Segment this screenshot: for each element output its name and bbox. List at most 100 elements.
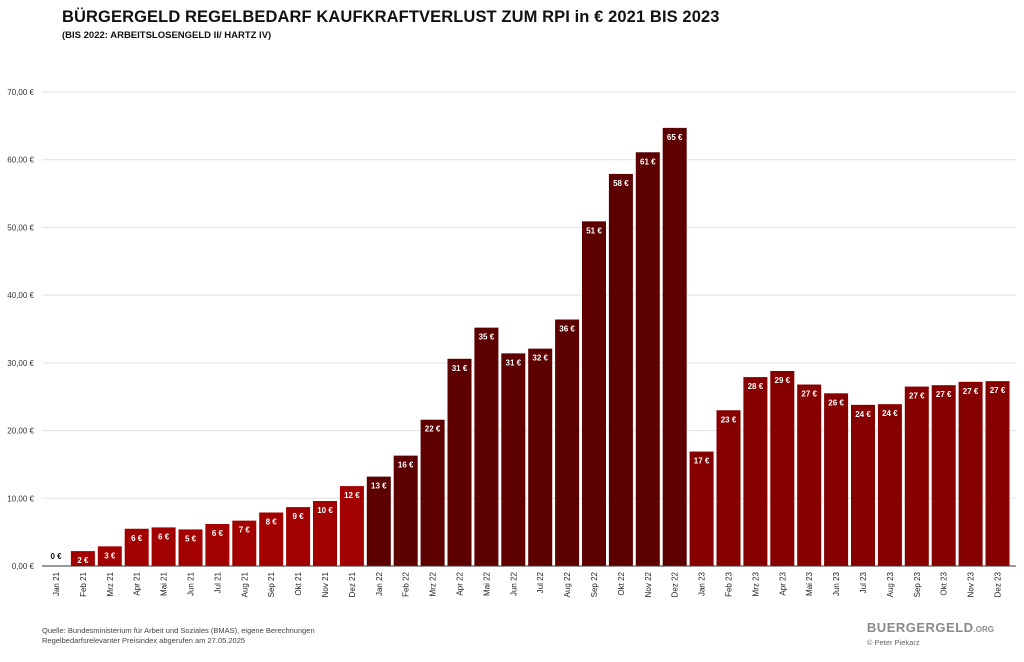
data-label: 28 €	[748, 382, 764, 391]
bar	[824, 393, 849, 566]
x-tick-label: Jul 23	[859, 571, 868, 593]
x-tick-label: Dez 21	[348, 571, 357, 597]
bar	[985, 381, 1010, 566]
bar	[608, 173, 633, 567]
x-tick-label: Nov 21	[321, 571, 330, 597]
bar	[904, 386, 929, 566]
bar	[205, 524, 230, 566]
x-tick-label: Mrz 23	[751, 571, 760, 596]
bar	[420, 419, 445, 566]
x-tick-label: Jun 21	[187, 571, 196, 596]
x-tick-label: Sep 22	[590, 571, 599, 597]
data-label: 17 €	[694, 457, 710, 466]
brand-logo: BUERGERGELD.ORG © Peter Piekarz	[867, 619, 994, 647]
bar	[689, 451, 714, 566]
x-tick-label: Jun 22	[509, 571, 518, 596]
bar	[339, 486, 364, 566]
brand-name: BUERGERGELD	[866, 620, 974, 635]
data-label: 2 €	[77, 556, 89, 565]
x-tick-label: Mai 21	[160, 571, 169, 596]
data-label: 26 €	[828, 398, 844, 407]
bar	[393, 455, 418, 566]
data-label: 24 €	[882, 409, 898, 418]
data-label: 3 €	[104, 551, 116, 560]
data-labels: 0 € 2 € 3 € 6 € 6 € 5 € 6 € 7 € 8 € 9 € 10 € 12 € 13…	[50, 133, 1005, 565]
data-label: 16 €	[398, 461, 414, 470]
x-tick-label: Feb 22	[402, 571, 411, 596]
y-tick-label: 0,00 €	[12, 562, 35, 571]
x-tick-label: Mrz 21	[106, 571, 115, 596]
bar	[447, 358, 472, 566]
bar	[743, 377, 768, 566]
x-tick-label: Jul 22	[536, 571, 545, 593]
y-tick-label: 40,00 €	[7, 291, 34, 300]
x-tick-label: Jun 23	[832, 571, 841, 596]
bar	[851, 404, 875, 566]
y-tick-label: 70,00 €	[7, 88, 34, 97]
x-tick-label: Apr 23	[778, 571, 787, 595]
x-tick-label: Aug 22	[563, 571, 572, 597]
bar	[931, 385, 956, 566]
bar	[555, 319, 580, 566]
y-tick-label: 30,00 €	[7, 359, 34, 368]
bar	[286, 507, 311, 566]
bar	[366, 476, 391, 566]
bar	[958, 381, 983, 566]
data-label: 36 €	[559, 325, 575, 334]
data-label: 27 €	[909, 392, 925, 401]
bar	[797, 384, 822, 566]
x-tick-label: Nov 22	[644, 571, 653, 597]
y-axis-tick-labels: 0,00 € 10,00 € 20,00 € 30,00 € 40,00 € 50,00 …	[7, 88, 34, 571]
bar	[313, 500, 337, 566]
x-tick-label: Feb 21	[79, 571, 88, 596]
data-label: 51 €	[586, 226, 602, 235]
brand-tld: .ORG	[973, 625, 994, 634]
bar	[232, 520, 257, 566]
x-tick-label: Nov 23	[967, 571, 976, 597]
x-tick-label: Aug 21	[240, 571, 249, 597]
x-tick-label: Okt 22	[617, 571, 626, 595]
data-label: 27 €	[990, 386, 1006, 395]
data-label: 23 €	[721, 415, 737, 424]
bar	[501, 353, 526, 566]
bar	[259, 512, 284, 566]
x-tick-label: Jan 21	[52, 571, 61, 596]
x-tick-label: Aug 23	[886, 571, 895, 597]
bar	[124, 528, 149, 566]
data-label: 22 €	[425, 425, 441, 434]
y-tick-label: 10,00 €	[7, 494, 34, 503]
x-tick-label: Jul 21	[213, 571, 222, 593]
data-label: 6 €	[131, 534, 143, 543]
data-label: 7 €	[239, 526, 251, 535]
source-line-2: Regelbedarfsrelevanter Preisindex abgeru…	[42, 636, 246, 645]
bar	[716, 410, 741, 566]
data-label: 6 €	[158, 532, 170, 541]
x-tick-label: Sep 23	[913, 571, 922, 597]
x-tick-label: Jan 22	[375, 571, 384, 596]
data-label: 27 €	[936, 390, 952, 399]
bar	[770, 370, 795, 566]
data-label: 61 €	[640, 157, 656, 166]
data-label: 12 €	[344, 491, 360, 500]
data-label: 13 €	[371, 482, 387, 491]
y-tick-label: 60,00 €	[7, 156, 34, 165]
bar	[97, 546, 122, 566]
y-tick-label: 50,00 €	[7, 223, 34, 232]
x-tick-label: Jan 23	[698, 571, 707, 596]
y-tick-label: 20,00 €	[7, 427, 34, 436]
bar	[528, 348, 553, 566]
x-tick-label: Apr 21	[133, 571, 142, 595]
data-label: 6 €	[212, 529, 224, 538]
data-label: 24 €	[855, 410, 871, 419]
bars	[70, 127, 1010, 567]
x-tick-label: Apr 22	[456, 571, 465, 595]
data-label: 0 €	[50, 552, 62, 561]
data-label: 8 €	[266, 518, 278, 527]
x-tick-label: Mrz 22	[429, 571, 438, 596]
bar	[474, 327, 499, 566]
data-label: 10 €	[317, 506, 333, 515]
x-tick-label: Okt 21	[294, 571, 303, 595]
data-label: 27 €	[963, 387, 979, 396]
data-label: 65 €	[667, 133, 683, 142]
